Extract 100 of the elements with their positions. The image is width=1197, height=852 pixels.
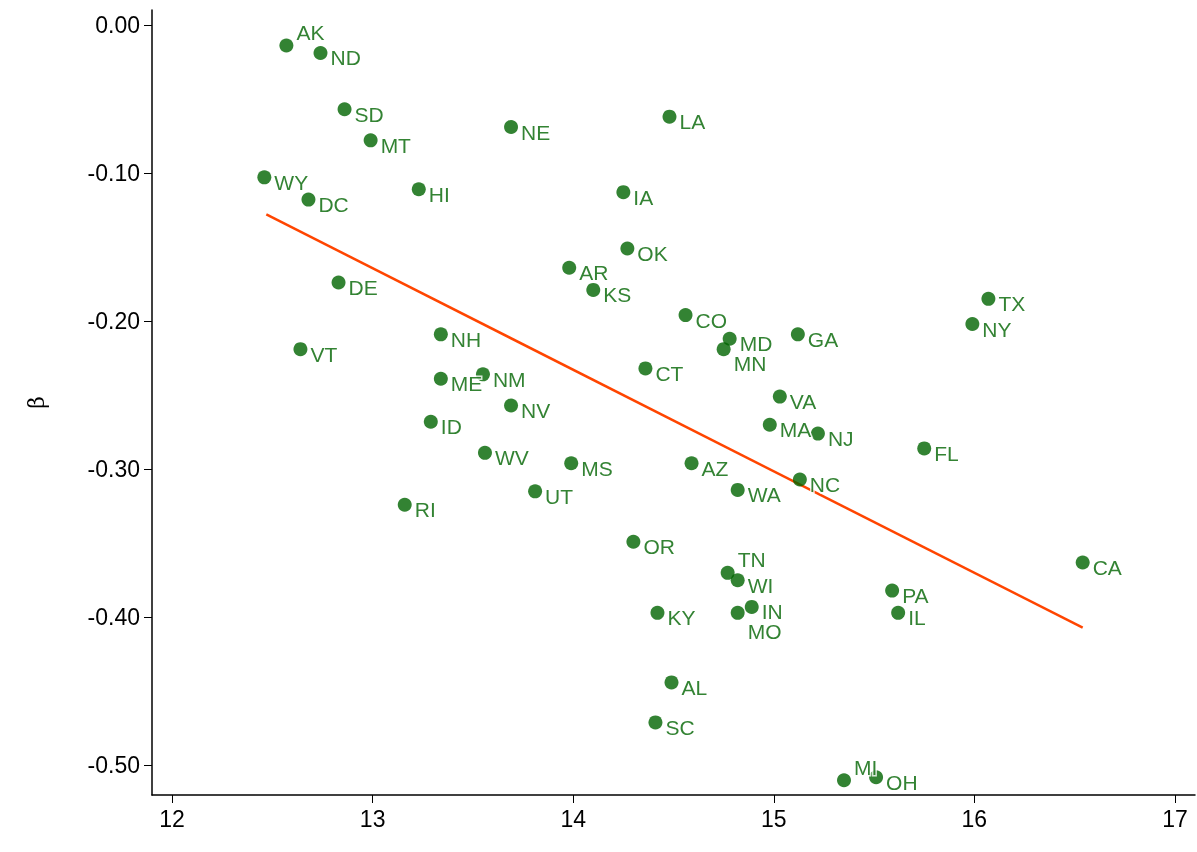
point [528, 484, 543, 499]
point [257, 170, 272, 185]
annotation: AZ [701, 456, 729, 480]
annotation: SD [354, 102, 384, 126]
annotation: NV [521, 398, 551, 422]
point [772, 389, 787, 404]
annotation: OH [886, 770, 918, 794]
annotation: NY [982, 317, 1012, 341]
point [363, 133, 378, 148]
annotation: KY [667, 606, 696, 630]
point [423, 414, 438, 429]
point [965, 317, 980, 331]
point [684, 456, 699, 471]
annotation: KS [603, 283, 632, 307]
annotation: NC [809, 473, 841, 497]
point [810, 426, 825, 441]
annotation: WA [747, 483, 781, 507]
annotation: AK [296, 21, 325, 45]
point [790, 327, 805, 342]
point [885, 583, 900, 598]
annotation: WI [747, 573, 774, 597]
point [433, 371, 448, 386]
annotation: ID [440, 415, 462, 439]
point [917, 441, 932, 456]
point [626, 534, 641, 549]
point [730, 605, 745, 620]
annotation: VA [789, 390, 817, 414]
point [744, 599, 759, 614]
point [891, 605, 906, 620]
annotation: SC [665, 715, 695, 739]
annotation: OR [643, 535, 675, 559]
point [638, 361, 653, 376]
point [981, 291, 996, 306]
x-tick-label: 12 [159, 805, 185, 832]
y-tick-label: 0.00 [95, 11, 140, 38]
annotation: CA [1092, 555, 1122, 579]
point [397, 497, 412, 512]
point [477, 445, 492, 460]
annotation: WY [274, 170, 309, 194]
annotation: AR [579, 261, 609, 285]
annotation: GA [807, 327, 839, 351]
annotation: RI [414, 498, 436, 522]
point [722, 331, 737, 346]
annotation: MT [380, 133, 412, 157]
annotation: NH [450, 327, 482, 351]
point [720, 565, 735, 580]
point [792, 472, 807, 487]
point [762, 417, 777, 432]
point [562, 260, 577, 275]
annotation: AL [681, 675, 708, 699]
point [730, 482, 745, 497]
point [1075, 555, 1090, 570]
annotation: ND [330, 46, 361, 70]
point [586, 282, 601, 297]
annotation: IL [908, 606, 926, 630]
annotation: UT [545, 484, 574, 508]
annotation: MI [853, 755, 878, 779]
x-tick-label: 13 [359, 805, 386, 832]
point [678, 308, 693, 323]
point [411, 182, 426, 197]
annotation: FL [934, 441, 959, 465]
annotation: NJ [827, 427, 854, 451]
point [730, 573, 745, 588]
annotation: DC [318, 193, 349, 217]
annotation: VT [310, 342, 338, 366]
point [433, 327, 448, 342]
x-tick-label: 16 [961, 805, 988, 832]
point [279, 38, 294, 53]
x-tick-label: 17 [1162, 805, 1188, 832]
point [331, 275, 346, 290]
point [301, 192, 316, 207]
point [293, 342, 308, 357]
point [648, 715, 663, 730]
point [337, 102, 352, 117]
y-tick-label: -0.50 [87, 752, 140, 779]
point [504, 120, 519, 135]
point [662, 109, 677, 124]
y-tick-label: -0.10 [87, 159, 140, 186]
annotation: NM [492, 367, 526, 391]
annotation: LA [679, 110, 706, 134]
point [620, 241, 635, 256]
annotation: TN [737, 548, 766, 572]
y-tick-label: -0.20 [87, 308, 140, 335]
annotation: CO [695, 308, 728, 332]
x-tick-label: 15 [760, 805, 787, 832]
point [650, 605, 665, 620]
y-axis-title: β [23, 396, 49, 409]
point [504, 398, 519, 413]
annotation: OK [637, 241, 668, 265]
annotation: MA [779, 418, 812, 442]
point [616, 185, 631, 200]
annotation: TX [998, 292, 1026, 316]
point [716, 342, 731, 357]
annotation: ME [450, 372, 483, 396]
y-tick-label: -0.40 [87, 604, 140, 631]
point [564, 456, 579, 471]
x-tick-label: 14 [560, 805, 587, 832]
y-tick-label: -0.30 [87, 456, 140, 483]
annotation: MS [581, 456, 613, 480]
point [313, 45, 328, 60]
